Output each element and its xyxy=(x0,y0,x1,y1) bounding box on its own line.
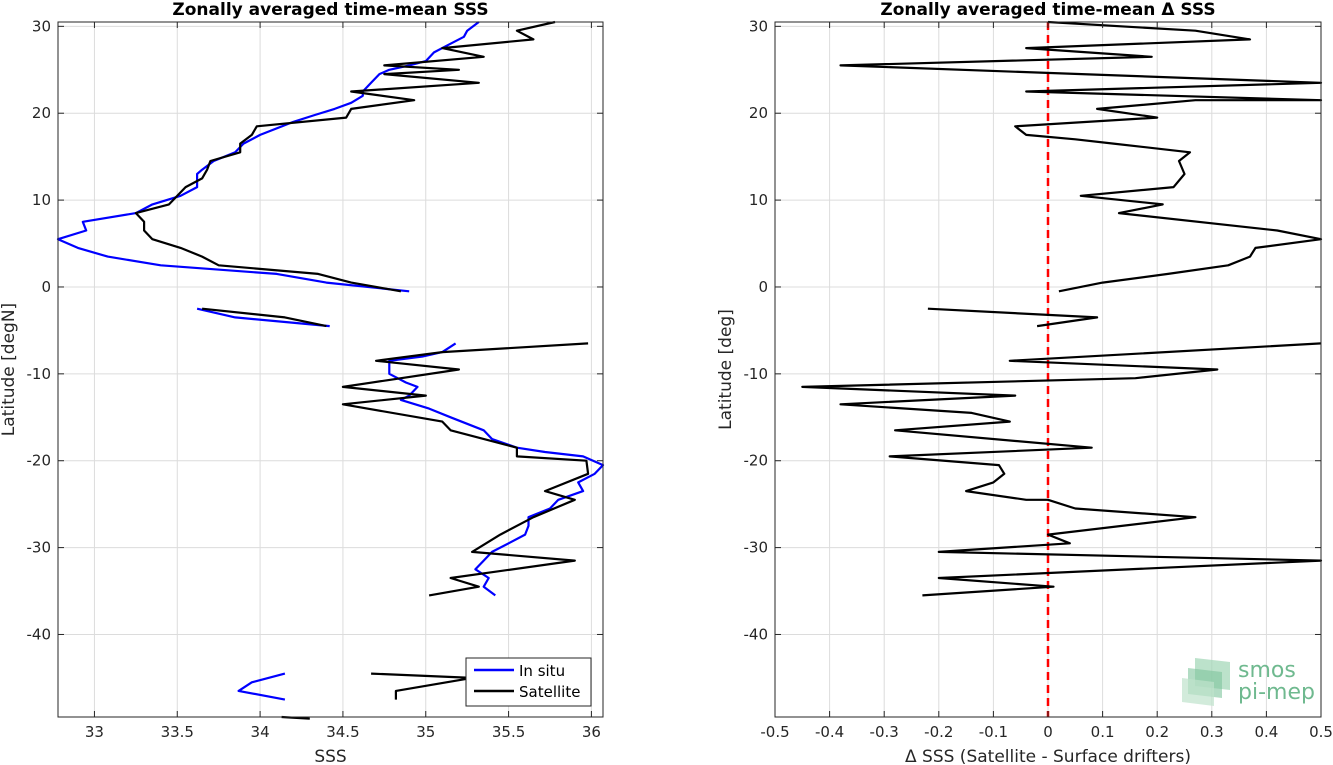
sss-axes-frame xyxy=(57,21,604,718)
delta-sss-x-axis-label: Δ SSS (Satellite - Surface drifters) xyxy=(905,747,1191,765)
delta-sss-delta-series-line xyxy=(839,20,1323,293)
delta-sss-y-tick-label: 10 xyxy=(749,191,768,209)
delta-sss-x-tick-label: 0.3 xyxy=(1200,723,1224,741)
delta-sss-x-tick-label: -0.5 xyxy=(760,723,789,741)
sss-satellite-series-line xyxy=(371,672,474,700)
sss-y-tick-label: 0 xyxy=(41,278,51,296)
sss-x-tick-label: 34 xyxy=(251,723,270,741)
delta-sss-x-tick-label: 0.5 xyxy=(1309,723,1333,741)
sss-x-tick-label: 33.5 xyxy=(161,723,194,741)
delta-sss-delta-series-line xyxy=(801,342,1323,597)
sss-y-tick-label: -10 xyxy=(27,365,52,383)
delta-sss-y-tick-label: 20 xyxy=(749,104,768,122)
legend-box xyxy=(465,657,592,707)
sss-satellite-series-line xyxy=(201,307,327,328)
sss-y-tick-label: 30 xyxy=(32,17,51,35)
sss-x-tick-label: 35.5 xyxy=(492,723,525,741)
delta-sss-delta-series-line xyxy=(927,307,1099,328)
delta-sss-x-tick-label: -0.3 xyxy=(870,723,899,741)
sss-x-tick-label: 33 xyxy=(85,723,104,741)
smos-pimep-logo: smos pi-mep xyxy=(1182,658,1315,706)
sss-y-tick-label: 20 xyxy=(32,104,51,122)
delta-sss-x-tick-label: -0.2 xyxy=(924,723,953,741)
legend: In situ Satellite xyxy=(465,657,592,707)
sss-in-situ-series-line xyxy=(237,672,286,701)
delta-sss-y-tick-label: -10 xyxy=(744,365,769,383)
delta-sss-x-tick-label: 0.2 xyxy=(1145,723,1169,741)
delta-sss-y-tick-label: -30 xyxy=(744,539,769,557)
sss-satellite-series-line xyxy=(341,342,590,597)
delta-sss-x-tick-label: 0 xyxy=(1043,723,1053,741)
sss-x-tick-label: 36 xyxy=(582,723,601,741)
sss-chart-title: Zonally averaged time-mean SSS xyxy=(172,0,488,20)
sss-in-situ-series-line xyxy=(56,21,480,293)
sss-x-tick-label: 35 xyxy=(416,723,435,741)
logo-line2: pi-mep xyxy=(1238,680,1315,705)
sss-y-tick-label: -40 xyxy=(27,625,52,643)
delta-sss-y-tick-label: -20 xyxy=(744,452,769,470)
delta-sss-y-axis-label: Latitude [deg] xyxy=(716,309,736,430)
sss-y-axis-label: Latitude [degN] xyxy=(0,303,19,436)
sss-satellite-series-line xyxy=(134,20,556,293)
legend-satellite-label: Satellite xyxy=(519,683,580,701)
sss-panel: 33 33.5 34 34.5 35 35.5 36 30 20 10 0 -10 -20 -30 -40 Z… xyxy=(0,0,605,765)
delta-sss-panel: -0.5 -0.4 -0.3 -0.2 -0.1 0 0.1 0.2 0.3 0.4 0.5 30 20… xyxy=(716,0,1333,765)
sss-y-tick-label: -30 xyxy=(27,539,52,557)
delta-sss-chart-title: Zonally averaged time-mean Δ SSS xyxy=(880,0,1215,20)
logo-emblem xyxy=(1182,658,1230,706)
delta-sss-x-tick-label: 0.4 xyxy=(1254,723,1278,741)
sss-y-tick-label: -20 xyxy=(27,452,52,470)
sss-in-situ-series-line xyxy=(196,307,330,328)
sss-x-tick-label: 34.5 xyxy=(326,723,359,741)
delta-sss-y-tick-label: 30 xyxy=(749,17,768,35)
sss-in-situ-series-line xyxy=(388,342,605,597)
delta-sss-x-tick-label: -0.1 xyxy=(979,723,1008,741)
delta-sss-y-tick-label: 0 xyxy=(758,278,768,296)
delta-sss-y-tick-label: -40 xyxy=(744,625,769,643)
sss-x-axis-label: SSS xyxy=(314,747,346,765)
delta-sss-x-tick-label: -0.4 xyxy=(815,723,844,741)
sss-y-tick-label: 10 xyxy=(32,191,51,209)
logo-line1: smos xyxy=(1238,658,1296,683)
legend-insitu-label: In situ xyxy=(519,662,565,680)
sss-plot-area xyxy=(58,22,603,717)
delta-sss-x-tick-label: 0.1 xyxy=(1091,723,1115,741)
